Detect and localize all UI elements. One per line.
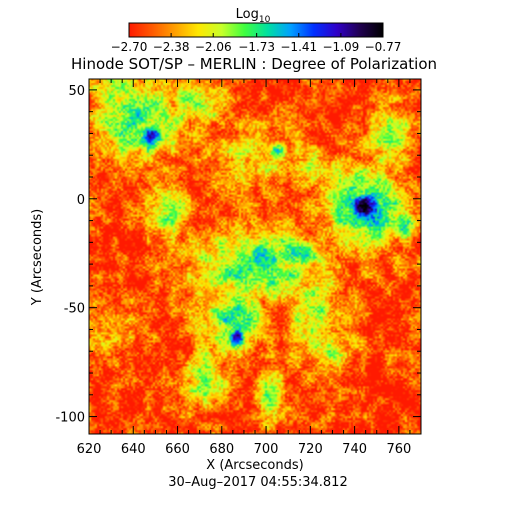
colorbar: Log10 −2.70 −2.38 −2.06 −1.73 −1.41 −1.09 −0.7… bbox=[111, 7, 402, 54]
x-tick-label: 620 bbox=[77, 442, 102, 457]
y-tick-label: 0 bbox=[77, 193, 85, 208]
x-tick-label: 700 bbox=[254, 442, 279, 457]
x-tick-label: 660 bbox=[165, 442, 190, 457]
y-axis: -100 -50 0 50 bbox=[55, 84, 421, 426]
colorbar-bar bbox=[128, 22, 384, 38]
x-tick-label: 760 bbox=[386, 442, 411, 457]
colorbar-tick-label: −1.73 bbox=[238, 40, 275, 54]
x-axis-label: X (Arcseconds) bbox=[206, 458, 303, 473]
y-tick-label: -50 bbox=[64, 302, 85, 317]
colorbar-tick-label: −2.06 bbox=[195, 40, 232, 54]
colorbar-tick-label: −1.41 bbox=[280, 40, 317, 54]
colorbar-tick-label: −1.09 bbox=[322, 40, 359, 54]
colorbar-title: Log10 bbox=[236, 7, 271, 25]
x-tick-label: 720 bbox=[298, 442, 323, 457]
y-tick-label: 50 bbox=[68, 84, 85, 99]
y-axis-label: Y (Arcseconds) bbox=[30, 209, 45, 306]
y-tick-label: -100 bbox=[55, 411, 85, 426]
colorbar-tick-label: −0.77 bbox=[365, 40, 402, 54]
chart-title: Hinode SOT/SP – MERLIN : Degree of Polar… bbox=[71, 55, 437, 73]
plot-area: 620 640 660 680 700 720 740 760 -100 -50 0 50 bbox=[55, 78, 422, 457]
x-tick-label: 640 bbox=[121, 442, 146, 457]
x-tick-label: 740 bbox=[342, 442, 367, 457]
x-tick-label: 680 bbox=[209, 442, 234, 457]
colorbar-tick-label: −2.70 bbox=[111, 40, 148, 54]
x-axis: 620 640 660 680 700 720 740 760 bbox=[77, 79, 422, 457]
colorbar-ticks: −2.70 −2.38 −2.06 −1.73 −1.41 −1.09 −0.77 bbox=[111, 33, 402, 54]
colorbar-title-sub: 10 bbox=[259, 15, 271, 25]
colorbar-tick-label: −2.38 bbox=[153, 40, 190, 54]
timestamp: 30–Aug–2017 04:55:34.812 bbox=[168, 475, 347, 490]
heatmap-image bbox=[89, 79, 421, 434]
colorbar-title-base: Log bbox=[236, 7, 259, 22]
